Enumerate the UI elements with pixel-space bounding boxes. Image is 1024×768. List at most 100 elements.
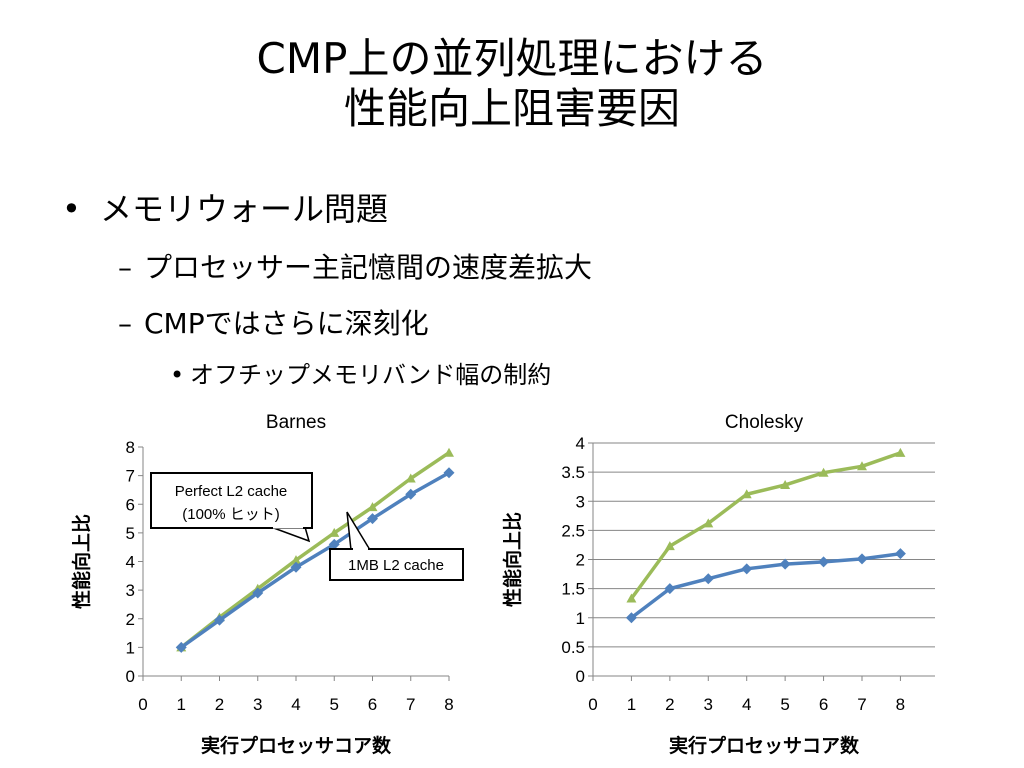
y-tick-label: 5 bbox=[126, 524, 135, 543]
x-tick-label: 4 bbox=[291, 695, 300, 714]
series-line-onemb bbox=[630, 551, 901, 620]
x-tick-label: 1 bbox=[627, 695, 636, 714]
bullet-marker: • bbox=[62, 190, 81, 228]
perfect-callout-box bbox=[150, 472, 313, 529]
y-tick-label: 0 bbox=[576, 667, 585, 686]
data-point-onemb bbox=[856, 553, 868, 565]
y-tick-label: 4 bbox=[576, 434, 585, 453]
slide-title: CMP上の並列処理における 性能向上阻害要因 bbox=[0, 34, 1024, 134]
data-point-perfect bbox=[329, 527, 340, 537]
x-tick-label: 8 bbox=[896, 695, 905, 714]
chart-title: Barnes bbox=[266, 412, 326, 433]
x-axis-title: 実行プロセッサコア数 bbox=[669, 734, 860, 757]
y-tick-label: 2 bbox=[576, 551, 585, 570]
x-tick-label: 7 bbox=[857, 695, 866, 714]
bullet-text: メモリウォール問題 bbox=[100, 190, 389, 228]
onemb-callout-text: 1MB L2 cache bbox=[348, 557, 444, 574]
x-tick-label: 2 bbox=[215, 695, 224, 714]
data-point-onemb bbox=[818, 556, 830, 568]
chart-callouts: Perfect L2 cache (100% ヒット) 1MB L2 cache bbox=[150, 472, 464, 581]
dash-marker: – bbox=[118, 307, 132, 340]
sub-sub-bullet-bandwidth: • オフチップメモリバンド幅の制約 bbox=[170, 355, 551, 390]
sub-bullet-cmp: – CMPではさらに深刻化 bbox=[118, 302, 429, 342]
y-tick-label: 3 bbox=[576, 492, 585, 511]
x-tick-label: 5 bbox=[780, 695, 789, 714]
data-point-perfect bbox=[367, 502, 378, 512]
y-tick-label: 4 bbox=[126, 553, 135, 572]
series-line-perfect bbox=[630, 451, 901, 600]
data-point-perfect bbox=[741, 489, 752, 499]
x-tick-label: 0 bbox=[588, 695, 597, 714]
x-tick-label: 6 bbox=[368, 695, 377, 714]
data-point-onemb bbox=[779, 558, 791, 570]
data-point-perfect bbox=[664, 541, 675, 551]
data-point-onemb bbox=[367, 513, 378, 525]
bullet-memory-wall: • メモリウォール問題 bbox=[62, 184, 388, 230]
perfect-callout-line1: Perfect L2 cache bbox=[175, 483, 288, 500]
data-point-perfect bbox=[703, 518, 714, 528]
y-tick-label: 1.5 bbox=[561, 580, 585, 599]
data-point-perfect bbox=[780, 479, 791, 489]
chart-title: Cholesky bbox=[725, 412, 804, 433]
data-point-onemb bbox=[175, 641, 187, 653]
sub-bullet-speed-gap: – プロセッサー主記憶間の速度差拡大 bbox=[118, 246, 592, 286]
dash-marker: – bbox=[118, 251, 132, 284]
y-axis-title: 性能向上比 bbox=[70, 514, 93, 609]
sub-bullet-text: プロセッサー主記憶間の速度差拡大 bbox=[144, 251, 593, 284]
x-tick-label: 7 bbox=[406, 695, 415, 714]
y-tick-label: 0.5 bbox=[561, 638, 585, 657]
sub-bullet-text: CMPではさらに深刻化 bbox=[144, 307, 429, 340]
data-point-perfect bbox=[626, 593, 637, 603]
sub-sub-bullet-text: オフチップメモリバンド幅の制約 bbox=[190, 361, 552, 389]
data-point-onemb bbox=[252, 587, 264, 599]
perfect-callout-pointer bbox=[270, 526, 311, 543]
data-point-perfect bbox=[405, 473, 416, 483]
title-line-2: 性能向上阻害要因 bbox=[343, 84, 680, 133]
y-tick-label: 6 bbox=[126, 495, 135, 514]
y-tick-label: 1 bbox=[576, 609, 585, 628]
x-tick-label: 0 bbox=[138, 695, 147, 714]
bullet-marker: • bbox=[170, 361, 185, 389]
series-line-perfect bbox=[180, 451, 450, 649]
data-point-perfect bbox=[291, 555, 301, 565]
x-tick-label: 3 bbox=[704, 695, 713, 714]
y-tick-label: 2 bbox=[126, 610, 135, 629]
y-tick-label: 7 bbox=[126, 467, 135, 486]
x-axis-title: 実行プロセッサコア数 bbox=[201, 734, 392, 757]
y-tick-label: 1 bbox=[126, 638, 135, 657]
data-point-onemb bbox=[405, 488, 417, 500]
y-tick-label: 3 bbox=[126, 581, 135, 600]
title-line-1: CMP上の並列処理における bbox=[256, 34, 768, 83]
data-point-onemb bbox=[443, 467, 455, 479]
data-point-onemb bbox=[290, 561, 302, 573]
cholesky-chart: Cholesky 0 0.5 1 1.5 2 2.5 3 3.5 4 0 1 2 3 4 5 6 7 8 実行プロセッ… bbox=[501, 412, 935, 757]
data-point-onemb bbox=[214, 614, 225, 626]
y-axis-title: 性能向上比 bbox=[501, 512, 524, 607]
series-line-onemb bbox=[180, 471, 450, 649]
onemb-callout-box bbox=[329, 548, 464, 581]
data-point-perfect bbox=[444, 447, 454, 457]
y-tick-label: 8 bbox=[126, 438, 135, 457]
x-tick-label: 5 bbox=[330, 695, 339, 714]
data-point-onemb bbox=[328, 538, 340, 550]
data-point-onemb bbox=[664, 583, 676, 595]
y-tick-label: 2.5 bbox=[561, 521, 585, 540]
data-point-perfect bbox=[818, 467, 829, 477]
data-point-onemb bbox=[625, 612, 637, 624]
barnes-chart: Barnes 0 1 2 3 4 5 6 7 8 0 1 2 3 4 5 6 7 8 実行プロセッサコア数 性能向上比 bbox=[70, 412, 455, 757]
data-point-onemb bbox=[741, 563, 753, 575]
data-point-perfect bbox=[895, 447, 906, 457]
data-point-onemb bbox=[702, 573, 714, 585]
x-tick-label: 2 bbox=[665, 695, 674, 714]
x-tick-label: 3 bbox=[253, 695, 262, 714]
x-tick-label: 1 bbox=[177, 695, 186, 714]
data-point-perfect bbox=[856, 461, 867, 471]
y-tick-label: 3.5 bbox=[561, 463, 585, 482]
perfect-callout-line2: (100% ヒット) bbox=[182, 506, 280, 523]
x-tick-label: 4 bbox=[742, 695, 751, 714]
data-point-onemb bbox=[894, 548, 906, 560]
y-tick-label: 0 bbox=[126, 667, 135, 686]
x-tick-label: 6 bbox=[819, 695, 828, 714]
x-tick-label: 8 bbox=[444, 695, 453, 714]
